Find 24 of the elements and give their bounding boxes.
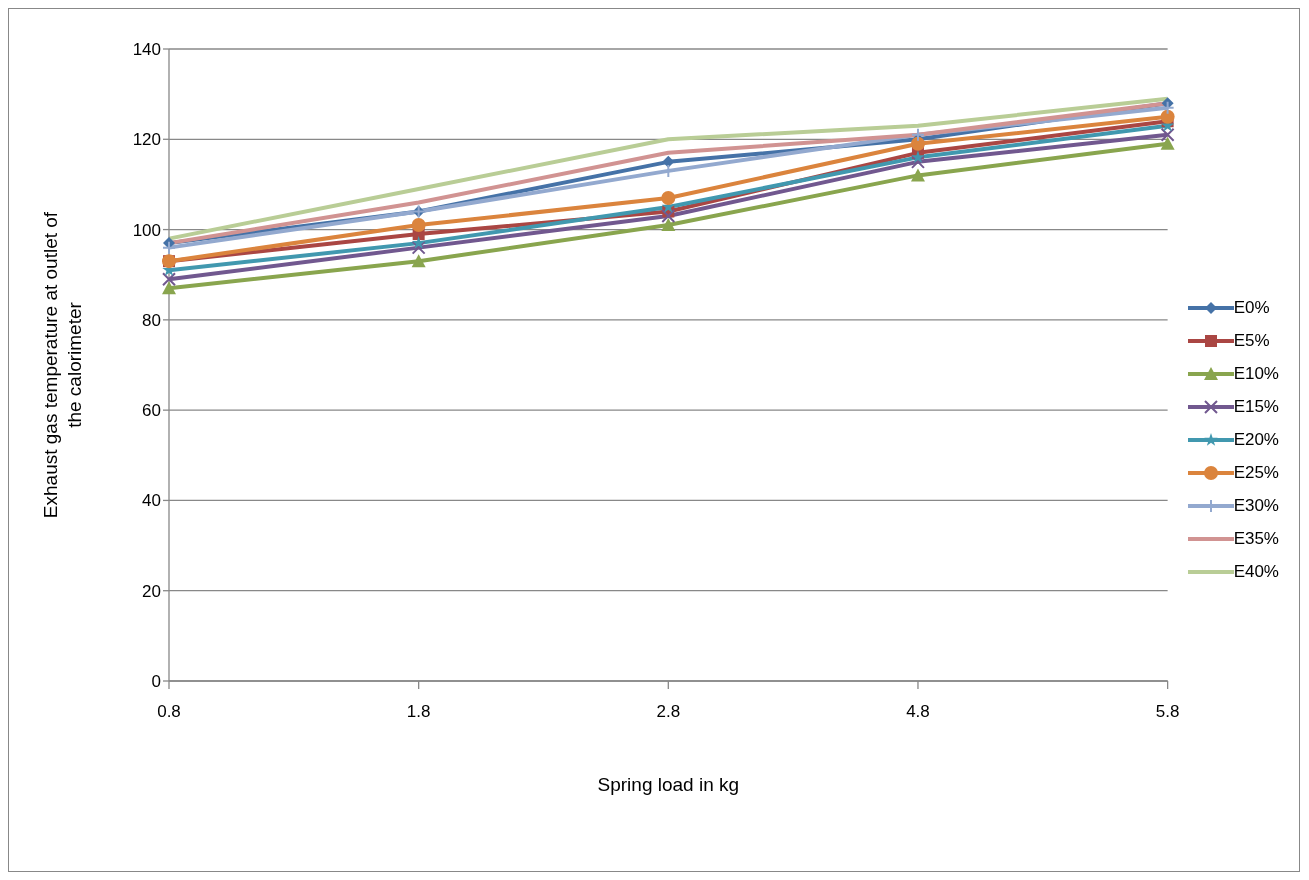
x-axis-title: Spring load in kg <box>597 774 740 795</box>
x-tick-label: 2.8 <box>656 702 681 722</box>
y-tick-label: 60 <box>142 401 161 421</box>
y-tick-label: 80 <box>142 310 161 330</box>
x-tick-label: 4.8 <box>906 702 930 722</box>
legend-label: E40% <box>1233 562 1279 582</box>
x-tick-label: 1.8 <box>406 702 431 722</box>
y-tick-label: 20 <box>142 581 161 601</box>
legend-label: E10% <box>1233 364 1279 384</box>
y-tick-label: 40 <box>142 491 161 511</box>
legend-label: E25% <box>1233 463 1279 483</box>
y-tick-label: 100 <box>132 220 161 240</box>
x-tick-label: 5.8 <box>1155 702 1180 722</box>
legend-label: E20% <box>1233 430 1279 450</box>
x-tick-label: 0.8 <box>157 702 181 722</box>
y-tick-label: 0 <box>151 672 161 692</box>
legend-label: E15% <box>1233 397 1279 417</box>
y-tick-label: 120 <box>132 130 161 150</box>
y-tick-label: 140 <box>132 40 161 60</box>
y-axis-title: Exhaust gas temperature at outlet of the calorimeter <box>40 211 85 519</box>
legend-label: E30% <box>1233 496 1279 516</box>
legend-label: E35% <box>1233 529 1279 549</box>
legend-label: E5% <box>1233 331 1270 351</box>
legend-label: E0% <box>1233 298 1270 318</box>
